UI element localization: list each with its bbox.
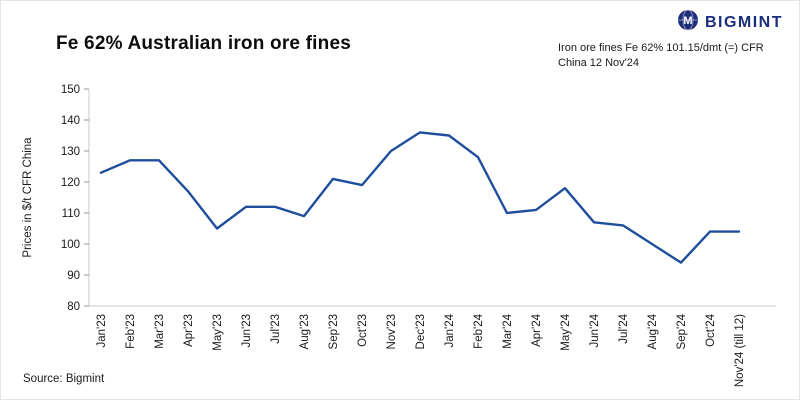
x-axis-tick-label: May'23 [212, 314, 224, 351]
svg-text:M: M [683, 15, 692, 27]
x-axis-tick-label: Mar'24 [502, 313, 514, 348]
y-axis-tick-label: 140 [61, 115, 80, 127]
x-axis-tick-label: Jan'23 [96, 314, 108, 348]
x-axis-tick-label: Feb'24 [473, 313, 485, 348]
x-axis-tick-label: Jul'24 [618, 313, 630, 343]
x-axis-tick-label: Jan'24 [444, 313, 456, 347]
x-axis-tick-label: Sep'24 [676, 313, 688, 349]
x-axis-tick-label: May'24 [560, 313, 572, 350]
x-axis-tick-label: Jul'23 [270, 314, 282, 344]
x-axis-tick-label: Aug'23 [299, 314, 311, 349]
x-axis-tick-label: Dec'23 [415, 314, 427, 349]
x-axis-tick-label: Mar'23 [154, 314, 166, 349]
bigmint-logo: M BIGMINT [677, 9, 783, 36]
x-axis-tick-label: Nov'23 [386, 314, 398, 349]
x-axis-tick-label: Oct'23 [357, 314, 369, 347]
y-axis-title: Prices in $/t CFR China [22, 137, 34, 258]
y-axis-tick-label: 100 [61, 239, 80, 251]
x-axis-tick-label: Apr'24 [531, 313, 543, 346]
y-axis-tick-label: 90 [67, 270, 80, 282]
bigmint-logo-text: BIGMINT [704, 13, 783, 31]
price-line-series [99, 131, 741, 264]
bigmint-globe-icon: M [677, 9, 699, 36]
y-axis-tick-label: 110 [62, 208, 80, 220]
price-line-chart: 80 90 100 110 120 130 140 150 Jan'23 Feb'23 Mar'23… [22, 84, 776, 387]
x-axis-tick-label: Apr'23 [183, 314, 195, 347]
chart-title: Fe 62% Australian iron ore fines [56, 33, 351, 54]
x-axis-tick-label: Oct'24 [705, 313, 717, 346]
x-axis-tick-label: Sep'23 [328, 314, 340, 349]
y-axis-tick-label: 150 [61, 84, 80, 96]
y-axis-tick-label: 80 [67, 301, 80, 313]
latest-price-annotation: Iron ore fines Fe 62% 101.15/dmt (=) CFR… [558, 41, 793, 72]
annotation-line-1: Iron ore fines Fe 62% 101.15/dmt (=) CFR [558, 42, 764, 54]
annotation-line-2: China 12 Nov'24 [558, 57, 639, 70]
x-axis-tick-label: Feb'23 [125, 314, 137, 349]
x-axis-tick-label: Nov'24 (till 12) [734, 314, 746, 387]
y-axis-tick-label: 120 [61, 177, 80, 189]
x-axis-tick-label: Aug'24 [647, 313, 659, 349]
y-axis-tick-label: 130 [61, 146, 80, 158]
x-axis-tick-label: Jun'24 [589, 313, 601, 347]
x-axis-tick-label: Jun'23 [241, 314, 253, 348]
source-note: Source: Bigmint [23, 373, 105, 385]
